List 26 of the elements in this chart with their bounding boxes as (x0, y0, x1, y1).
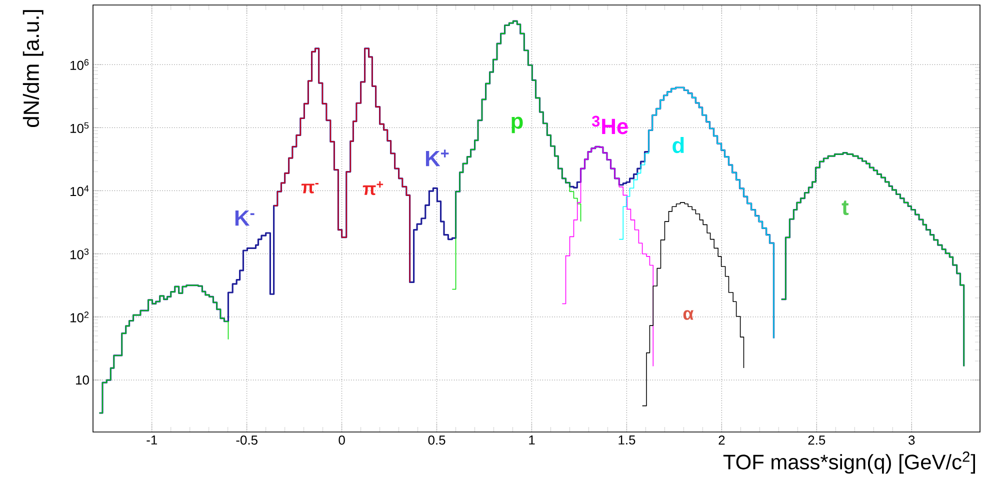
x-tick-label: 2.5 (808, 436, 826, 445)
annotation: K$^{+}$ (426, 150, 449, 166)
annotation: K$^{-}$ (235, 210, 254, 226)
x-tick-label: 2 (718, 436, 725, 445)
y-axis-title: dN/dm [a.u.] (22, 10, 44, 127)
x-tick-label: -1 (146, 436, 158, 444)
y-tick-label: 10$^{6}$ (70, 59, 89, 70)
y-tick-label: 10 (76, 375, 89, 385)
x-tick-label: 0 (338, 436, 345, 445)
annotation: d (672, 136, 684, 154)
annotation: $^{3}$He (592, 116, 628, 134)
annotation: π$^{+}$ (362, 181, 384, 196)
annotation: t (842, 200, 849, 216)
x-tick-label: 1 (529, 436, 535, 444)
annotation: π$^{-}$ (301, 182, 319, 194)
annotation: α (683, 310, 694, 320)
y-tick-label: 10$^{2}$ (70, 312, 89, 322)
y-tick-label: 10$^{3}$ (70, 248, 89, 260)
y-tick-label: 10$^{5}$ (70, 122, 89, 134)
annotation: p (512, 116, 523, 134)
x-tick-label: 3 (908, 436, 915, 445)
y-tick-label: 10$^{4}$ (70, 185, 89, 196)
x-tick-label: 0.5 (428, 436, 446, 445)
x-axis-title: TOF mass*sign(q) [GeV/c$^{2}$] (723, 452, 976, 474)
x-tick-label: -0.5 (236, 436, 258, 445)
x-tick-label: 1.5 (618, 436, 636, 445)
